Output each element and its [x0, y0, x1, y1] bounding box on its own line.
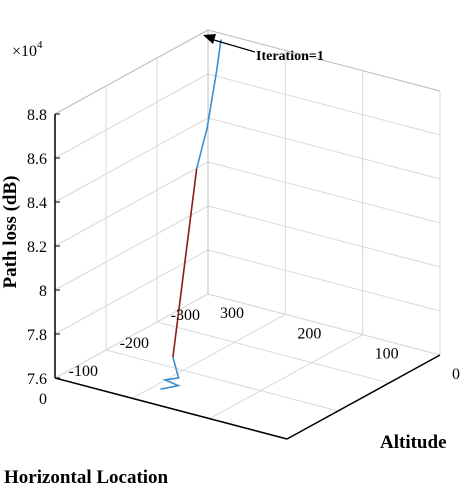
grid-line-z-back: [207, 117, 441, 180]
z-tick-label: 8: [39, 283, 47, 300]
axes-layer: [54, 29, 441, 440]
grid-line-z-left: [54, 205, 209, 291]
y-axis-line: [286, 354, 441, 440]
z-tick-label: 8.2: [27, 239, 47, 256]
iteration-annotation: Iteration=1: [203, 34, 324, 64]
grid-line-z-left: [54, 161, 209, 247]
z-tick-label: 7.6: [27, 371, 47, 388]
x-tick-label: -300: [171, 307, 200, 324]
z-axis-label: Path loss (dB): [0, 176, 21, 289]
grid-line-z-back: [207, 73, 441, 136]
x-tick-label: -100: [69, 363, 98, 380]
z-tick-label: 8.4: [27, 195, 47, 212]
grid-line-z-back: [207, 249, 441, 312]
grid-line-z-back: [207, 161, 441, 224]
x-axis-label: Horizontal Location: [4, 467, 169, 488]
z-tick-label: 7.8: [27, 327, 47, 344]
box-edge-top-back: [207, 29, 441, 92]
grid-line-y-floor: [54, 293, 209, 379]
ticks-layer: 7.6 7.8 8 8.2 8.4 8.6 8.8 -300 -200 -100 0 0 100 200 3…: [27, 107, 460, 408]
series-line-3: [160, 356, 182, 390]
box-edge-top-left: [54, 29, 209, 115]
series-line-2: [172, 168, 198, 358]
z-tick-label: 8.6: [27, 151, 47, 168]
grid-line-z-left: [54, 249, 209, 335]
series-layer: [160, 39, 222, 390]
grid-line-x-floor: [207, 293, 441, 356]
y-tick-label: 0: [452, 366, 460, 383]
y-tick-label: 100: [375, 346, 399, 363]
y-axis-label: Altitude: [380, 432, 447, 453]
x-tick-label: -200: [120, 335, 149, 352]
annotation-arrowhead: [203, 34, 216, 44]
z-tick-label: 8.8: [27, 107, 47, 124]
grid-line-y-floor: [132, 313, 286, 399]
z-exponent-label: ×104: [12, 39, 43, 60]
grid-layer: [54, 29, 441, 440]
annotation-arrow-line: [213, 39, 256, 53]
grid-line-x-floor: [156, 321, 390, 384]
grid-line-y-floor: [209, 334, 363, 420]
annotation-text: Iteration=1: [256, 49, 324, 64]
grid-line-z-left: [54, 73, 209, 159]
x-tick-label: 0: [39, 391, 47, 408]
y-tick-label: 200: [297, 325, 321, 342]
y-tick-label: 300: [220, 305, 244, 322]
x-axis-line: [54, 377, 288, 440]
grid-line-x-floor: [105, 349, 339, 412]
grid-line-z-left: [54, 117, 209, 203]
z-exponent-power: 4: [37, 39, 43, 51]
series-line-1: [195, 39, 222, 170]
grid-line-z-back: [207, 205, 441, 268]
